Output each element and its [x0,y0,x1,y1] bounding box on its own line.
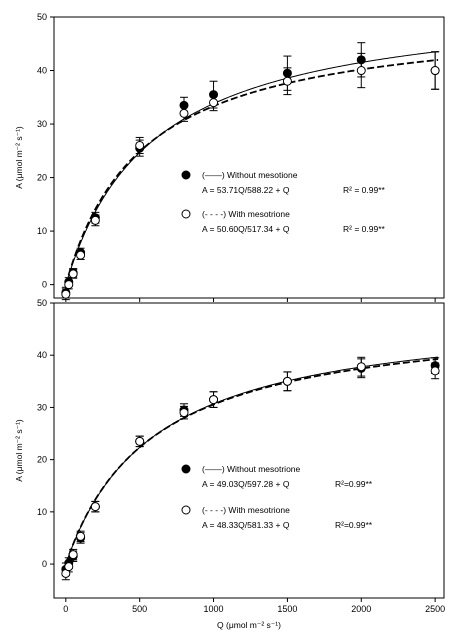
legend-label: (- - - -) With mesotrione [202,209,290,219]
y-tick-label: 0 [42,280,47,290]
fit-curve-with [64,59,439,285]
data-point-with [68,550,78,560]
r-squared-label: R²=0.99** [335,520,373,530]
data-point-with [209,395,219,405]
y-tick-label: 40 [37,66,47,76]
data-point-with [135,140,145,150]
fit-curve-with [64,358,439,565]
legend-marker-with [181,505,191,515]
data-point-with [90,502,100,512]
data-point-without [209,90,219,100]
r-squared-label: R² = 0.99** [343,185,386,195]
y-tick-label: 40 [37,350,47,360]
data-point-with [76,531,86,541]
equation-label: A = 49.03Q/597.28 + Q [202,479,290,489]
y-tick-label: 20 [37,173,47,183]
y-tick-label: 10 [37,226,47,236]
fit-curve-without [65,356,439,565]
data-point-without [356,55,366,65]
data-point-with [68,269,78,279]
chart-panel-1: 50 40 30 20 10 0 A (μmol m⁻² s⁻¹) (——) Without … [14,12,445,302]
y-tick-label: 50 [37,298,47,308]
x-tick-label: 2000 [351,604,371,614]
data-point-with [356,66,366,76]
data-point-with [356,362,366,372]
data-point-with [61,289,71,299]
y-tick-label: 10 [37,507,47,517]
y-tick-label: 30 [37,402,47,412]
y-axis-label: A (μmol m⁻² s⁻¹) [14,126,24,189]
plot-frame [53,302,445,599]
y-tick-label: 30 [37,119,47,129]
data-point-with [76,250,86,260]
x-tick-label: 1000 [204,604,224,614]
data-point-with [282,76,292,86]
legend-label: (——) Without mesotrione [202,464,301,474]
x-tick-label: 500 [132,604,147,614]
x-tick-label: 2500 [425,604,445,614]
data-point-with [64,562,74,572]
r-squared-label: R² = 0.99** [343,224,386,234]
data-point-with [179,108,189,118]
y-tick-label: 50 [37,12,47,22]
data-point-with [282,376,292,386]
data-point-with [430,366,440,376]
data-point-with [430,66,440,76]
plot-frame [53,16,445,299]
y-tick-label: 20 [37,455,47,465]
equation-label: A = 50.60Q/517.34 + Q [202,224,290,234]
data-point-with [135,436,145,446]
legend-label: (- - - -) With mesotrione [202,505,290,515]
legend-marker-without [181,170,191,180]
x-tick-label: 0 [63,604,68,614]
fit-curve-without [65,51,439,285]
data-point-with [90,215,100,225]
legend-label: (——) Without mesotione [202,170,298,180]
y-tick-label: 0 [42,559,47,569]
data-point-with [179,408,189,418]
legend-marker-without [181,464,191,474]
r-squared-label: R²=0.99** [335,479,373,489]
data-point-with [209,98,219,108]
data-point-without [179,100,189,110]
data-point-without [282,68,292,78]
x-axis-label: Q (μmol m⁻² s⁻¹) [217,620,281,630]
x-tick-label: 1500 [277,604,297,614]
equation-label: A = 48.33Q/581.33 + Q [202,520,290,530]
data-point-with [64,280,74,290]
legend-marker-with [181,209,191,219]
equation-label: A = 53.71Q/588.22 + Q [202,185,290,195]
y-axis-label: A (μmol m⁻² s⁻¹) [14,419,24,482]
